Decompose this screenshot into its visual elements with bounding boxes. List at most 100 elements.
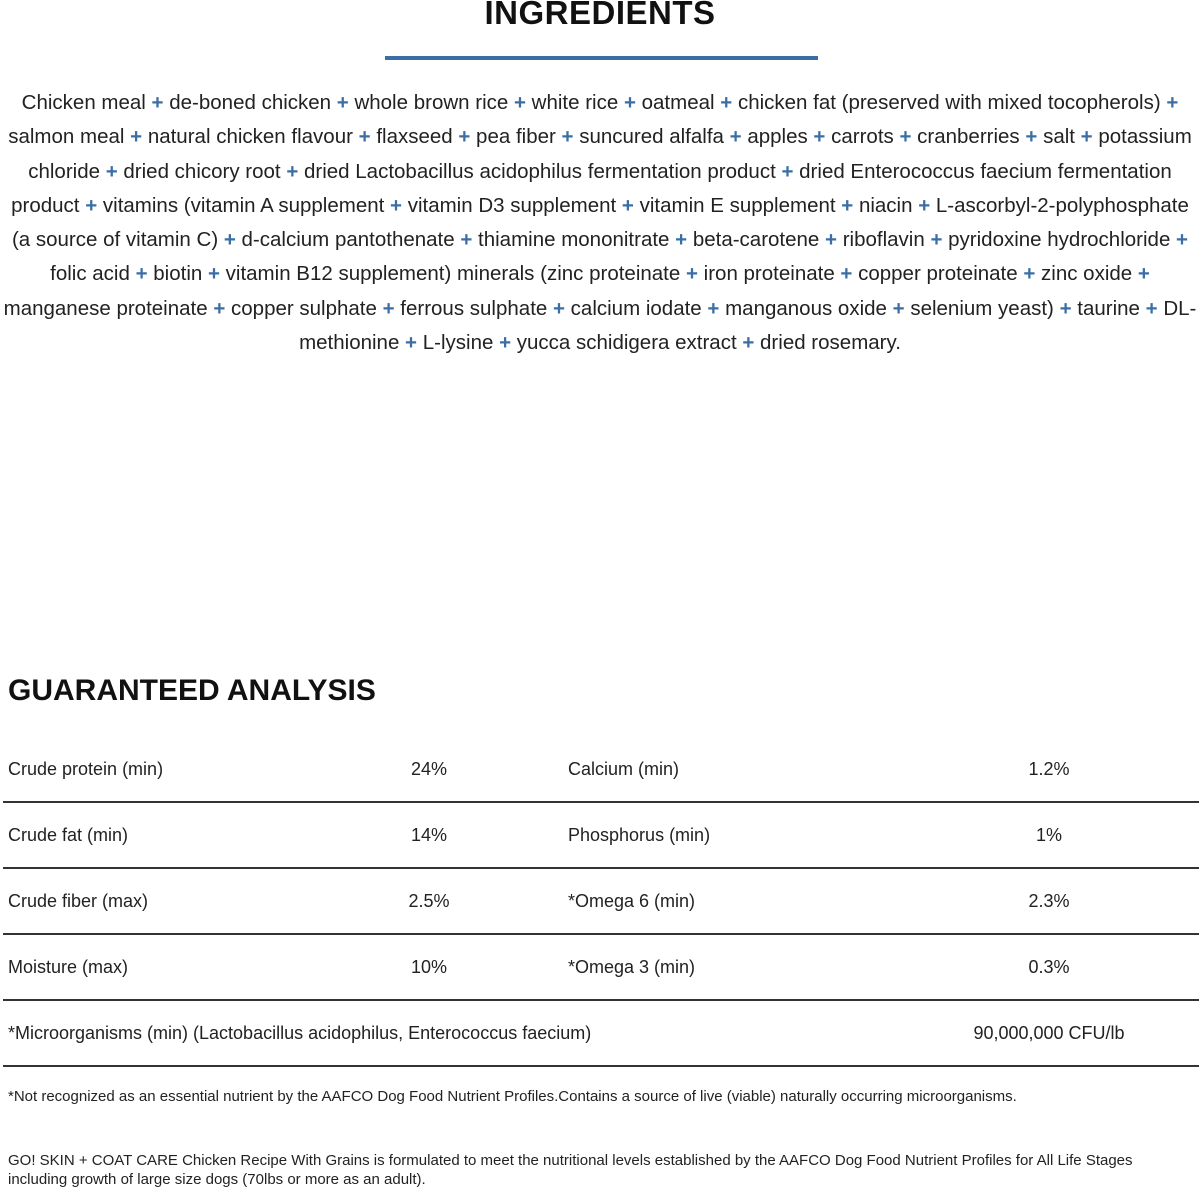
ingredient: vitamins (vitamin A supplement <box>102 193 385 217</box>
ingredient: pea fiber <box>476 125 556 149</box>
table-row: Crude fat (min) 14% Phosphorus (min) 1% <box>3 803 1199 869</box>
plus-separator: + <box>714 91 738 114</box>
plus-separator: + <box>1139 296 1164 320</box>
nutrient-value: 1.2% <box>1028 759 1070 779</box>
ingredient: taurine <box>1077 296 1140 320</box>
ingredient: oatmeal <box>641 91 715 114</box>
plus-separator: + <box>701 296 726 320</box>
plus-separator: + <box>202 262 226 286</box>
plus-separator: + <box>218 228 242 252</box>
plus-separator: + <box>924 228 949 252</box>
nutrient-label: *Omega 3 (min) <box>568 957 696 977</box>
nutrient-label: Moisture (max) <box>8 957 129 977</box>
ingredient: potassium chloride <box>28 125 1192 183</box>
row-label: *Microorganisms (min) (Lactobacillus aci… <box>8 1023 592 1043</box>
plus-separator: + <box>1074 125 1099 149</box>
ingredient: dried chicory root <box>123 159 281 183</box>
nutrient-label: Crude protein (min) <box>8 759 164 779</box>
table-row: Crude protein (min) 24% Calcium (min) 1.2% <box>3 737 1199 803</box>
ingredient: apples <box>747 125 808 149</box>
plus-separator: + <box>100 159 124 183</box>
ingredient: vitamin B12 supplement) minerals (zinc p… <box>225 262 681 286</box>
plus-separator: + <box>399 331 423 355</box>
nutrient-value: 2.5% <box>408 891 450 911</box>
ingredients-list: Chicken meal + de-boned chicken + whole … <box>0 86 1200 360</box>
guaranteed-analysis-title: GUARANTEED ANALYSIS <box>8 674 376 707</box>
ingredient: iron proteinate <box>703 262 835 286</box>
ingredient: manganous oxide <box>725 296 887 320</box>
plus-separator: + <box>1160 91 1179 114</box>
plus-separator: + <box>618 91 642 114</box>
ingredient: folic acid <box>50 262 130 286</box>
nutrient-value: 2.3% <box>1028 891 1070 911</box>
plus-separator: + <box>616 193 640 217</box>
ingredient: copper proteinate <box>858 262 1018 286</box>
ingredient: riboflavin <box>842 228 925 252</box>
plus-separator: + <box>680 262 704 286</box>
plus-separator: + <box>452 125 477 149</box>
ingredient: vitamin E supplement <box>639 193 836 217</box>
plus-separator: + <box>775 159 800 183</box>
ingredient: whole brown rice <box>354 91 509 114</box>
plus-separator: + <box>1170 228 1189 252</box>
ingredient: salt <box>1043 125 1075 149</box>
plus-separator: + <box>819 228 843 252</box>
ingredient: manganese proteinate <box>3 296 208 320</box>
footnote: *Not recognized as an essential nutrient… <box>8 1088 1017 1105</box>
plus-separator: + <box>1019 125 1044 149</box>
plus-separator: + <box>893 125 918 149</box>
nutrient-value: 1% <box>1035 825 1062 845</box>
ingredient: calcium iodate <box>570 296 702 320</box>
ingredient: zinc oxide <box>1041 262 1133 286</box>
plus-separator: + <box>376 296 401 320</box>
ingredient: selenium yeast) <box>910 296 1054 320</box>
nutrient-value: 24% <box>410 759 448 779</box>
plus-separator: + <box>669 228 693 252</box>
plus-separator: + <box>736 331 761 355</box>
plus-separator: + <box>912 193 936 217</box>
nutrient-value: 14% <box>410 825 448 845</box>
nutrient-value: 10% <box>410 957 448 977</box>
plus-separator: + <box>1017 262 1042 286</box>
nutrient-label: Crude fiber (max) <box>8 891 149 911</box>
ingredient: suncured alfalfa <box>579 125 724 149</box>
ingredient: natural chicken flavour <box>147 125 353 149</box>
ingredient: DL-methionine <box>299 296 1197 355</box>
ingredient: vitamin D3 supplement <box>407 193 617 217</box>
plus-separator: + <box>555 125 580 149</box>
ingredient: flaxseed <box>376 125 453 149</box>
plus-separator: + <box>384 193 408 217</box>
nutrient-label: *Omega 6 (min) <box>568 891 696 911</box>
ingredient: yucca schidigera extract <box>516 331 737 355</box>
ingredient: biotin <box>153 262 203 286</box>
ingredient: Chicken meal <box>21 91 146 114</box>
plus-separator: + <box>454 228 479 252</box>
ingredient: pyridoxine hydrochloride <box>948 228 1171 252</box>
ingredient: copper sulphate <box>231 296 377 320</box>
plus-separator: + <box>723 125 748 149</box>
ingredient: dried Enterococcus faecium fermentation … <box>11 159 1172 217</box>
ingredient: white rice <box>531 91 619 114</box>
plus-separator: + <box>79 193 103 217</box>
plus-separator: + <box>1132 262 1150 286</box>
nutrient-label: Phosphorus (min) <box>568 825 711 845</box>
ingredient: dried rosemary. <box>760 331 901 355</box>
plus-separator: + <box>547 296 571 320</box>
plus-separator: + <box>129 262 154 286</box>
plus-separator: + <box>807 125 832 149</box>
nutrient-label: Calcium (min) <box>568 759 680 779</box>
nutrient-label: Crude fat (min) <box>8 825 129 845</box>
plus-separator: + <box>352 125 377 149</box>
ingredient: carrots <box>831 125 894 149</box>
ingredient: L-lysine <box>422 331 494 355</box>
row-value: 90,000,000 CFU/lb <box>973 1023 1125 1043</box>
plus-separator: + <box>493 331 517 355</box>
ingredient: dried Lactobacillus acidophilus fermenta… <box>304 159 776 183</box>
nutrient-value: 0.3% <box>1028 957 1070 977</box>
ingredient: salmon meal <box>8 125 125 149</box>
ingredients-title: INGREDIENTS <box>484 0 716 31</box>
plus-separator: + <box>834 262 859 286</box>
plus-separator: + <box>886 296 911 320</box>
title-divider <box>385 56 818 60</box>
plus-separator: + <box>835 193 859 217</box>
